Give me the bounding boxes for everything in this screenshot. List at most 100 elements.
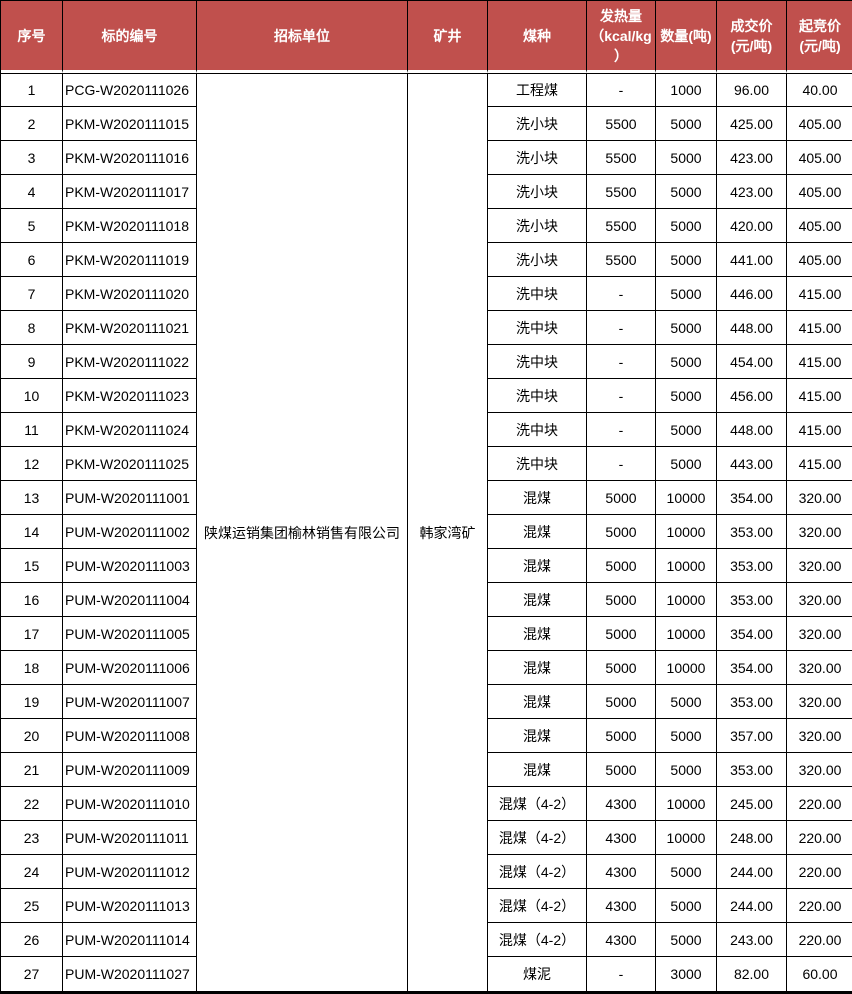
cell-start-price: 220.00 [787, 889, 852, 923]
cell-coal-type: 混煤 [488, 685, 587, 719]
table-row: 19 PUM-W2020111007 混煤 5000 5000 353.00 320.00 [1, 685, 852, 719]
cell-no: 14 [1, 515, 63, 549]
table-row: 3 PKM-W2020111016 洗小块 5500 5000 423.00 405.00 [1, 141, 852, 175]
cell-no: 1 [1, 73, 63, 107]
cell-start-price: 415.00 [787, 413, 852, 447]
cell-calorific: 5500 [587, 175, 656, 209]
cell-no: 19 [1, 685, 63, 719]
cell-no: 26 [1, 923, 63, 957]
column-header-line: （kcal/kg [590, 27, 652, 44]
cell-deal-price: 423.00 [717, 141, 787, 175]
column-header-deal-price: 成交价 (元/吨) [717, 1, 787, 73]
cell-no: 9 [1, 345, 63, 379]
cell-coal-type: 混煤（4-2） [488, 787, 587, 821]
cell-bid-no: PKM-W2020111020 [63, 277, 197, 311]
cell-no: 18 [1, 651, 63, 685]
cell-calorific: 4300 [587, 889, 656, 923]
cell-bid-no: PUM-W2020111006 [63, 651, 197, 685]
cell-deal-price: 354.00 [717, 651, 787, 685]
cell-bidding-unit-merged: 陕煤运销集团榆林销售有限公司 [197, 73, 408, 991]
cell-deal-price: 354.00 [717, 617, 787, 651]
cell-start-price: 220.00 [787, 855, 852, 889]
cell-quantity: 5000 [656, 175, 717, 209]
column-header-line: (元/吨) [799, 37, 841, 54]
table-row: 4 PKM-W2020111017 洗小块 5500 5000 423.00 405.00 [1, 175, 852, 209]
cell-bid-no: PUM-W2020111013 [63, 889, 197, 923]
table-row: 2 PKM-W2020111015 洗小块 5500 5000 425.00 405.00 [1, 107, 852, 141]
column-header-line: 标的编号 [101, 27, 158, 44]
cell-coal-type: 混煤（4-2） [488, 821, 587, 855]
column-header-mine: 矿井 [408, 1, 488, 73]
cell-deal-price: 353.00 [717, 515, 787, 549]
cell-bid-no: PUM-W2020111014 [63, 923, 197, 957]
cell-calorific: 5500 [587, 107, 656, 141]
cell-bid-no: PUM-W2020111007 [63, 685, 197, 719]
cell-quantity: 5000 [656, 141, 717, 175]
cell-start-price: 415.00 [787, 345, 852, 379]
table-row: 10 PKM-W2020111023 洗中块 -5000 456.00 415.00 [1, 379, 852, 413]
cell-quantity: 5000 [656, 243, 717, 277]
cell-start-price: 320.00 [787, 515, 852, 549]
cell-bid-no: PKM-W2020111021 [63, 311, 197, 345]
cell-deal-price: 448.00 [717, 311, 787, 345]
cell-bid-no: PUM-W2020111001 [63, 481, 197, 515]
cell-start-price: 320.00 [787, 481, 852, 515]
cell-coal-type: 混煤（4-2） [488, 923, 587, 957]
cell-bid-no: PUM-W2020111005 [63, 617, 197, 651]
cell-coal-type: 洗中块 [488, 345, 587, 379]
column-header-calorific: 发热量 （kcal/kg ） [587, 1, 656, 73]
table-row: 20 PUM-W2020111008 混煤 5000 5000 357.00 320.00 [1, 719, 852, 753]
cell-no: 7 [1, 277, 63, 311]
cell-quantity: 5000 [656, 753, 717, 787]
cell-calorific: - [587, 345, 656, 379]
cell-bid-no: PUM-W2020111009 [63, 753, 197, 787]
table-row: 21 PUM-W2020111009 混煤 5000 5000 353.00 320.00 [1, 753, 852, 787]
cell-coal-type: 洗中块 [488, 277, 587, 311]
column-header-line: ） [614, 47, 628, 64]
cell-calorific: 5000 [587, 651, 656, 685]
table-row: 16 PUM-W2020111004 混煤 5000 10000 353.00 320.00 [1, 583, 852, 617]
column-header-line: 发热量 [600, 7, 642, 24]
cell-calorific: 5000 [587, 515, 656, 549]
table-row: 1 PCG-W2020111026 陕煤运销集团榆林销售有限公司 韩家湾矿 工程煤 -10… [1, 73, 852, 991]
cell-calorific: 5500 [587, 243, 656, 277]
cell-start-price: 415.00 [787, 379, 852, 413]
column-header-quantity: 数量(吨) [656, 1, 717, 73]
cell-start-price: 320.00 [787, 753, 852, 787]
cell-no: 20 [1, 719, 63, 753]
cell-coal-type: 工程煤 [488, 73, 587, 107]
table-row: 7 PKM-W2020111020 洗中块 -5000 446.00 415.00 [1, 277, 852, 311]
cell-coal-type: 混煤 [488, 515, 587, 549]
cell-start-price: 220.00 [787, 787, 852, 821]
cell-no: 27 [1, 957, 63, 991]
column-header-bidding-unit: 招标单位 [197, 1, 408, 73]
column-header-line: 数量(吨) [660, 27, 712, 44]
cell-calorific: - [587, 413, 656, 447]
column-header-line: 矿井 [433, 27, 462, 44]
cell-no: 5 [1, 209, 63, 243]
cell-bid-no: PKM-W2020111022 [63, 345, 197, 379]
table-row: 14 PUM-W2020111002 混煤 5000 10000 353.00 320.00 [1, 515, 852, 549]
cell-mine-merged: 韩家湾矿 [408, 73, 488, 991]
cell-deal-price: 425.00 [717, 107, 787, 141]
cell-quantity: 10000 [656, 549, 717, 583]
table-row: 26 PUM-W2020111014 混煤（4-2） 4300 5000 243.00 22… [1, 923, 852, 957]
table-row: 6 PKM-W2020111019 洗小块 5500 5000 441.00 405.00 [1, 243, 852, 277]
cell-calorific: 5000 [587, 549, 656, 583]
table-row: 12 PKM-W2020111025 洗中块 -5000 443.00 415.00 [1, 447, 852, 481]
cell-deal-price: 245.00 [717, 787, 787, 821]
cell-coal-type: 洗中块 [488, 413, 587, 447]
cell-bid-no: PUM-W2020111004 [63, 583, 197, 617]
cell-coal-type: 混煤 [488, 651, 587, 685]
cell-calorific: 5000 [587, 753, 656, 787]
cell-deal-price: 456.00 [717, 379, 787, 413]
cell-deal-price: 423.00 [717, 175, 787, 209]
column-header-line: 煤种 [523, 27, 551, 44]
column-header-no: 序号 [1, 1, 63, 73]
cell-deal-price: 82.00 [717, 957, 787, 991]
cell-bid-no: PUM-W2020111010 [63, 787, 197, 821]
cell-calorific: 4300 [587, 787, 656, 821]
cell-coal-type: 洗中块 [488, 447, 587, 481]
table-row: 15 PUM-W2020111003 混煤 5000 10000 353.00 320.00 [1, 549, 852, 583]
